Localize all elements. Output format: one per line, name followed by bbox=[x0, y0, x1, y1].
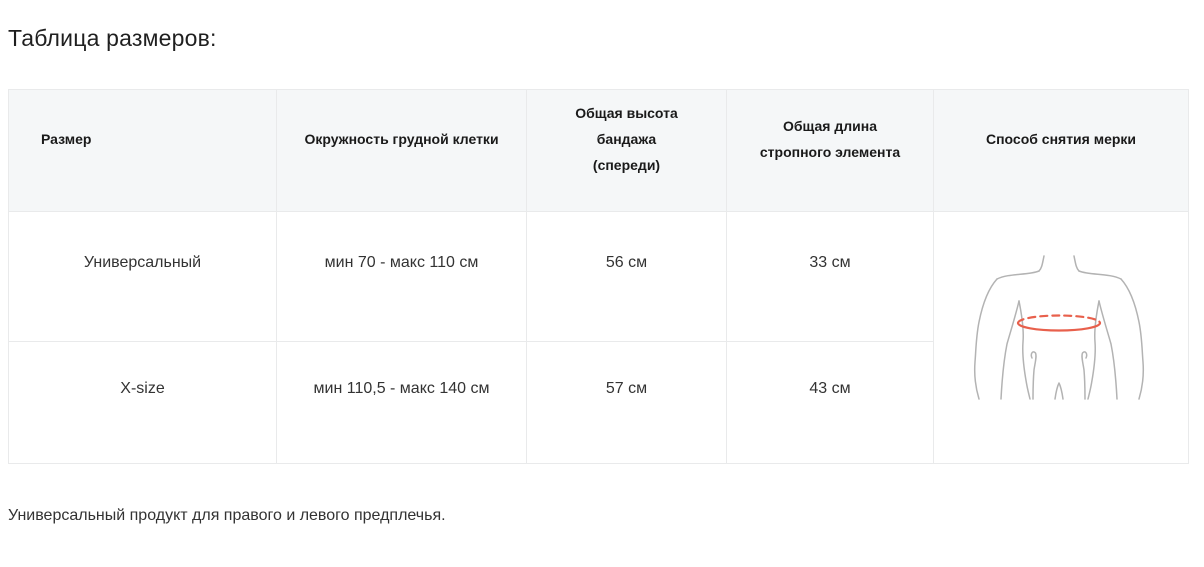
table-row-x-size: X-size мин 110,5 - макс 140 см 57 см 43 … bbox=[8, 340, 1189, 464]
product-note: Универсальный продукт для правого и лево… bbox=[8, 506, 446, 524]
cell-size: Универсальный bbox=[8, 210, 277, 342]
size-chart-page: Таблица размеров: Размер Окружность груд… bbox=[0, 25, 1204, 526]
torso-chest-measurement-icon bbox=[974, 254, 1144, 400]
cell-strap-length: 43 см bbox=[726, 340, 934, 464]
column-header-size: Размер bbox=[8, 88, 277, 212]
cell-chest-circumference: мин 70 - макс 110 см bbox=[276, 210, 527, 342]
column-header-bandage-height: Общая высота бандажа (спереди) bbox=[526, 88, 727, 212]
column-header-measurement-method: Способ снятия мерки bbox=[933, 88, 1189, 212]
cell-strap-length: 33 см bbox=[726, 210, 934, 342]
chest-circumference-line bbox=[1016, 314, 1102, 332]
size-table-header: Размер Окружность грудной клетки Общая в… bbox=[8, 88, 1189, 212]
cell-bandage-height: 56 см bbox=[526, 210, 727, 342]
column-header-strap-length: Общая длина стропного элемента bbox=[726, 88, 934, 212]
cell-size: X-size bbox=[8, 340, 277, 464]
table-row-universal: Универсальный мин 70 - макс 110 см 56 см… bbox=[8, 210, 1189, 464]
column-header-chest-circumference: Окружность грудной клетки bbox=[276, 88, 527, 212]
cell-chest-circumference: мин 110,5 - макс 140 см bbox=[276, 340, 527, 464]
size-table: Размер Окружность грудной клетки Общая в… bbox=[8, 88, 1189, 464]
cell-measurement-illustration bbox=[933, 210, 1189, 464]
page-title: Таблица размеров: bbox=[8, 25, 217, 51]
cell-bandage-height: 57 см bbox=[526, 340, 727, 464]
